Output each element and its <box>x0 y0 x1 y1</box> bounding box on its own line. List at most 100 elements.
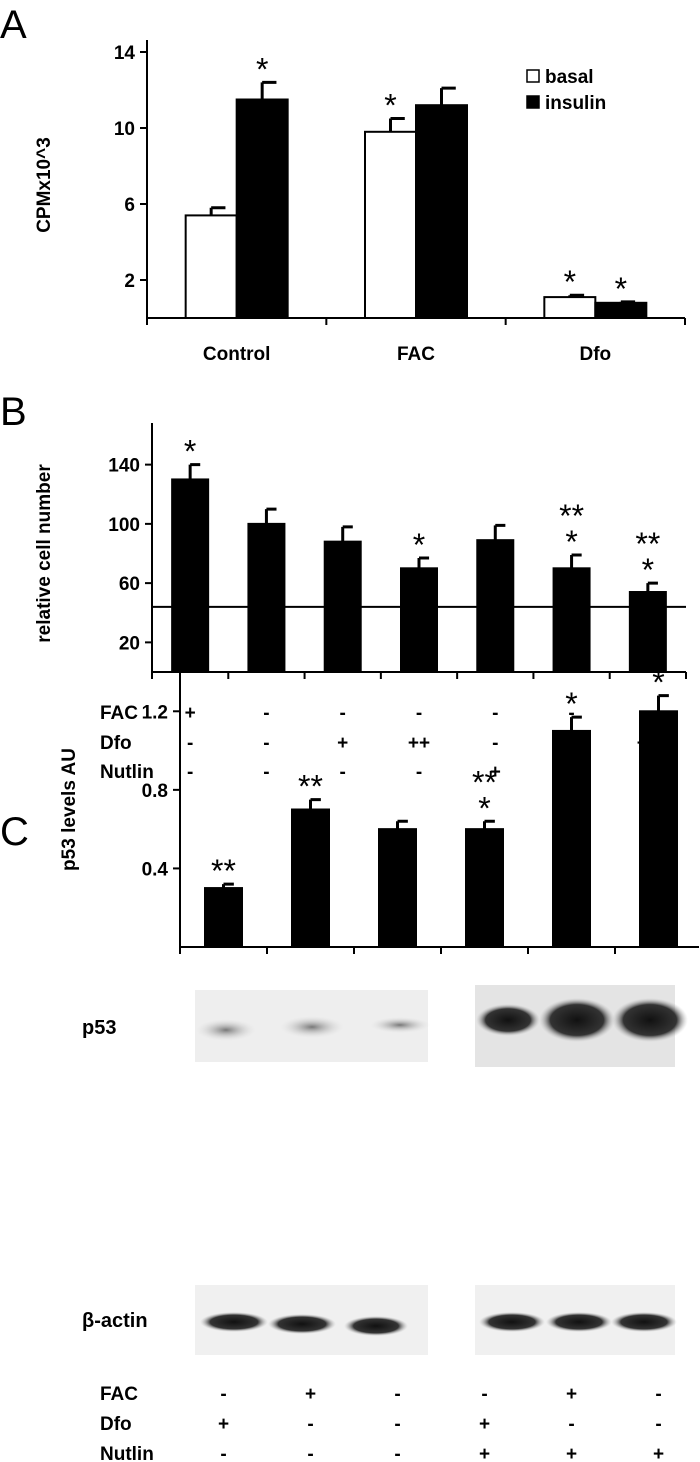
bar <box>235 98 289 319</box>
condition-value: - <box>568 1414 574 1435</box>
condition-value: + <box>566 1384 577 1405</box>
condition-value: - <box>481 1384 487 1405</box>
y-tick-label: 6 <box>124 195 135 216</box>
error-bar <box>264 507 277 524</box>
y-tick-label: 0.8 <box>142 781 168 802</box>
significance-mark: * <box>413 527 425 563</box>
significance-mark: * <box>256 51 268 87</box>
condition-value: - <box>340 762 346 783</box>
error-bar <box>570 553 582 569</box>
legend-label: basal <box>545 67 594 88</box>
error-bar <box>209 206 226 216</box>
error-bar <box>646 581 658 593</box>
condition-value: + <box>653 1444 664 1462</box>
significance-mark: ** <box>559 498 584 534</box>
error-bar <box>222 882 234 889</box>
y-tick-label: 0.4 <box>142 859 169 880</box>
blot-label: p53 <box>82 1017 116 1039</box>
condition-value: - <box>568 703 574 724</box>
significance-mark: ** <box>211 853 236 889</box>
blot-label: β-actin <box>82 1310 148 1332</box>
error-bar <box>341 525 353 542</box>
condition-name: FAC <box>100 703 138 724</box>
error-bar <box>568 293 585 298</box>
significance-mark: ** <box>298 769 323 805</box>
significance-mark: * <box>564 264 576 300</box>
bar <box>400 567 438 673</box>
condition-value: - <box>340 703 346 724</box>
significance-mark: * <box>565 524 577 560</box>
significance-mark: * <box>184 434 196 470</box>
error-bar <box>440 86 456 106</box>
condition-name: Nutlin <box>100 762 154 783</box>
condition-value: - <box>394 1444 400 1462</box>
y-tick-label: 100 <box>108 515 140 536</box>
y-tick-label: 60 <box>119 574 140 595</box>
condition-value: + <box>305 1384 316 1405</box>
blot-p53 <box>195 985 688 1067</box>
condition-value: + <box>185 703 196 724</box>
condition-value: + <box>479 1444 490 1462</box>
legend-label: insulin <box>545 93 606 114</box>
bar <box>465 828 504 949</box>
bar <box>364 130 417 319</box>
significance-mark: * <box>615 271 627 307</box>
significance-mark: * <box>652 665 664 701</box>
y-tick-label: 1.2 <box>142 702 168 723</box>
error-bar <box>417 556 430 569</box>
condition-value: - <box>416 703 422 724</box>
y-tick-label: 14 <box>114 43 136 64</box>
condition-name: Dfo <box>100 1414 132 1435</box>
error-bar <box>483 819 495 830</box>
error-bar <box>396 819 408 830</box>
x-tick-label: Control <box>203 344 271 365</box>
bar <box>639 710 678 948</box>
significance-mark: * <box>478 790 490 826</box>
x-tick-label: FAC <box>397 344 435 365</box>
bar <box>291 808 330 948</box>
error-bar <box>657 694 669 712</box>
panel-label: B <box>0 390 27 434</box>
significance-mark: * <box>565 686 577 722</box>
condition-value: - <box>220 1384 226 1405</box>
condition-value: - <box>307 1414 313 1435</box>
condition-name: FAC <box>100 1384 138 1405</box>
condition-value: - <box>655 1414 661 1435</box>
condition-value: + <box>337 733 348 754</box>
condition-value: + <box>566 1444 577 1462</box>
x-tick-label: Dfo <box>580 344 612 365</box>
condition-value: + <box>490 762 501 783</box>
y-axis-label: relative cell number <box>34 464 55 643</box>
error-bar <box>389 117 405 132</box>
bar <box>171 478 210 673</box>
condition-name: Dfo <box>100 733 132 754</box>
error-bar <box>493 523 506 541</box>
condition-value: - <box>187 762 193 783</box>
bar <box>378 828 417 949</box>
condition-value: + <box>479 1414 490 1435</box>
condition-value: - <box>307 1444 313 1462</box>
error-bar <box>260 80 277 100</box>
condition-name: Nutlin <box>100 1444 154 1462</box>
significance-mark: * <box>384 88 396 124</box>
condition-value: - <box>263 733 269 754</box>
y-axis-label: p53 levels AU <box>59 748 80 871</box>
condition-value: - <box>416 762 422 783</box>
condition-value: ++ <box>408 733 430 754</box>
condition-value: + <box>218 1414 229 1435</box>
condition-value: - <box>492 733 498 754</box>
legend-swatch <box>526 69 540 83</box>
condition-value: - <box>394 1414 400 1435</box>
bar <box>543 296 597 320</box>
bar <box>552 729 591 949</box>
error-bar <box>309 798 321 810</box>
panel-label: C <box>0 810 29 854</box>
bar <box>247 522 286 673</box>
y-tick-label: 2 <box>124 271 135 292</box>
bar <box>628 591 667 674</box>
condition-value: - <box>263 762 269 783</box>
legend-swatch <box>526 95 540 109</box>
y-tick-label: 10 <box>114 119 135 140</box>
bar <box>415 104 468 319</box>
